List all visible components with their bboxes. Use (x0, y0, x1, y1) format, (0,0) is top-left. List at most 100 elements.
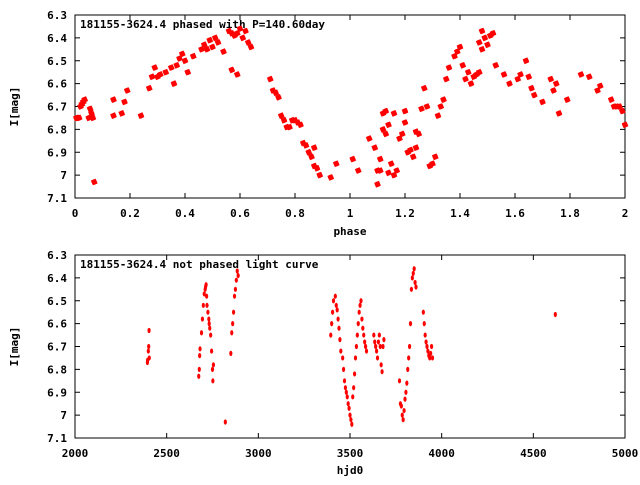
data-point (316, 171, 324, 179)
data-point (313, 164, 321, 172)
data-point (207, 316, 211, 322)
data-point (232, 293, 237, 299)
data-point (364, 348, 369, 354)
data-point (345, 394, 349, 400)
data-point (207, 321, 211, 327)
data-point (363, 343, 368, 350)
data-point (442, 75, 450, 83)
y-axis-label: I[mag] (8, 327, 21, 367)
x-tick-label: 1.4 (450, 207, 470, 220)
data-point (197, 373, 201, 379)
data-point (400, 412, 404, 418)
data-point (247, 43, 255, 51)
data-point (200, 316, 205, 322)
data-point (223, 419, 227, 425)
data-point (352, 371, 357, 377)
data-point (211, 378, 215, 384)
data-point (361, 325, 365, 331)
data-point (118, 110, 126, 117)
x-tick-label: 1.6 (505, 207, 525, 220)
data-point (607, 96, 615, 103)
data-point (376, 167, 384, 174)
data-point (210, 366, 215, 372)
x-axis-label: phase (333, 225, 366, 238)
x-tick-label: 3000 (245, 447, 272, 460)
data-point (401, 107, 409, 115)
data-point (206, 309, 210, 315)
data-point (200, 41, 208, 49)
data-point (355, 332, 359, 338)
data-point (275, 94, 282, 101)
data-point (379, 362, 383, 368)
data-point (358, 302, 362, 308)
data-point (380, 369, 384, 375)
data-point (280, 116, 288, 124)
data-point (198, 353, 202, 359)
x-tick-label: 4500 (520, 447, 547, 460)
x-tick-label: 2 (622, 207, 629, 220)
data-point (430, 355, 435, 361)
data-point (332, 160, 340, 167)
data-point (75, 114, 83, 122)
data-point (404, 389, 408, 395)
x-tick-label: 0.4 (175, 207, 195, 220)
data-point (211, 362, 216, 368)
data-point (81, 96, 88, 103)
data-point (412, 144, 420, 151)
data-point (145, 84, 153, 92)
data-point (517, 71, 524, 78)
data-point (341, 366, 346, 372)
data-point (233, 286, 238, 292)
data-point (552, 80, 560, 87)
data-point (373, 339, 377, 345)
data-point (522, 57, 530, 65)
data-point (302, 142, 310, 149)
data-point (297, 121, 304, 129)
data-point (475, 39, 483, 46)
data-point (147, 355, 151, 361)
data-point (348, 412, 352, 418)
data-point (342, 378, 347, 384)
data-point (206, 36, 214, 44)
data-point (209, 43, 216, 51)
data-point (310, 144, 318, 151)
y-tick-label: 7 (60, 409, 67, 422)
data-point (359, 298, 363, 304)
data-point (429, 160, 436, 167)
data-point (338, 337, 342, 343)
data-point (198, 346, 202, 352)
data-point (354, 343, 359, 350)
data-point (401, 417, 405, 423)
data-point (233, 71, 241, 78)
data-point (236, 272, 240, 279)
x-tick-label: 1.8 (560, 207, 580, 220)
data-point (405, 380, 409, 386)
data-point (378, 343, 382, 350)
data-point (330, 321, 334, 327)
data-point (146, 348, 150, 354)
data-point (489, 30, 497, 37)
plot-title: 181155-3624.4 phased with P=140.60day (80, 18, 325, 31)
x-tick-label: 4000 (428, 447, 455, 460)
data-point (484, 41, 491, 49)
data-point (415, 130, 423, 138)
data-point (539, 98, 546, 106)
data-point (363, 339, 367, 345)
data-point (399, 403, 403, 409)
data-point (409, 153, 417, 161)
data-point (137, 112, 145, 119)
data-point (411, 270, 415, 276)
data-point (398, 130, 406, 138)
data-point (170, 80, 178, 87)
data-point (492, 62, 500, 69)
data-point (220, 48, 227, 55)
data-point (418, 105, 425, 113)
data-point (555, 110, 563, 117)
data-point (563, 96, 571, 103)
y-tick-label: 6.7 (47, 101, 67, 114)
data-point (440, 96, 447, 103)
data-point (374, 180, 381, 188)
y-tick-label: 6.6 (47, 318, 67, 331)
data-point (236, 25, 244, 33)
